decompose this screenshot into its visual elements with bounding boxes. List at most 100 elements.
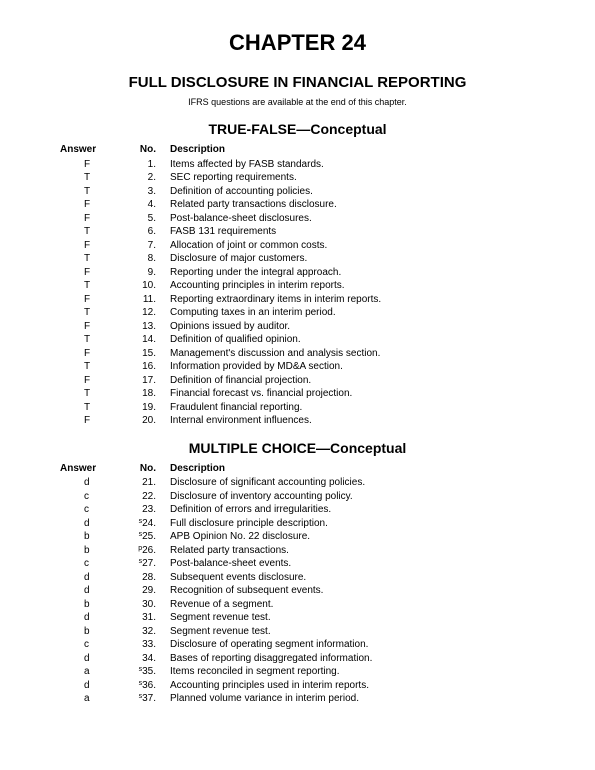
answer-cell: c: [60, 490, 120, 504]
description-cell: Disclosure of inventory accounting polic…: [170, 490, 535, 504]
description-cell: Computing taxes in an interim period.: [170, 306, 535, 320]
number-cell: s24.: [120, 517, 170, 531]
answer-cell: d: [60, 611, 120, 625]
answer-cell: T: [60, 225, 120, 239]
table-row: F20.Internal environment influences.: [60, 414, 535, 428]
description-cell: Allocation of joint or common costs.: [170, 239, 535, 253]
description-cell: Reporting extraordinary items in interim…: [170, 293, 535, 307]
description-cell: Recognition of subsequent events.: [170, 584, 535, 598]
table-row: c22.Disclosure of inventory accounting p…: [60, 490, 535, 504]
table-row: T14.Definition of qualified opinion.: [60, 333, 535, 347]
answer-cell: b: [60, 598, 120, 612]
table-row: b30.Revenue of a segment.: [60, 598, 535, 612]
number-cell: 17.: [120, 374, 170, 388]
description-cell: Revenue of a segment.: [170, 598, 535, 612]
header-no: No.: [120, 462, 170, 476]
number-cell: p26.: [120, 544, 170, 558]
number-cell: 31.: [120, 611, 170, 625]
description-cell: Opinions issued by auditor.: [170, 320, 535, 334]
number-cell: 16.: [120, 360, 170, 374]
answer-cell: d: [60, 571, 120, 585]
answer-cell: T: [60, 387, 120, 401]
description-cell: Full disclosure principle description.: [170, 517, 535, 531]
description-cell: Definition of financial projection.: [170, 374, 535, 388]
answer-cell: c: [60, 638, 120, 652]
table-row: cs27.Post-balance-sheet events.: [60, 557, 535, 571]
answer-cell: b: [60, 625, 120, 639]
number-cell: 6.: [120, 225, 170, 239]
description-cell: Management's discussion and analysis sec…: [170, 347, 535, 361]
answer-cell: a: [60, 692, 120, 706]
answer-cell: a: [60, 665, 120, 679]
table-row: F9.Reporting under the integral approach…: [60, 266, 535, 280]
table-row: d34.Bases of reporting disaggregated inf…: [60, 652, 535, 666]
table-row: T3.Definition of accounting policies.: [60, 185, 535, 199]
number-cell: 12.: [120, 306, 170, 320]
table-row: F4.Related party transactions disclosure…: [60, 198, 535, 212]
table-row: d28.Subsequent events disclosure.: [60, 571, 535, 585]
description-cell: Subsequent events disclosure.: [170, 571, 535, 585]
description-cell: Bases of reporting disaggregated informa…: [170, 652, 535, 666]
answer-cell: T: [60, 185, 120, 199]
number-cell: 3.: [120, 185, 170, 199]
number-cell: 29.: [120, 584, 170, 598]
answer-cell: F: [60, 347, 120, 361]
table-row: d29.Recognition of subsequent events.: [60, 584, 535, 598]
number-cell: s35.: [120, 665, 170, 679]
answer-cell: F: [60, 158, 120, 172]
description-cell: APB Opinion No. 22 disclosure.: [170, 530, 535, 544]
answer-cell: F: [60, 414, 120, 428]
table-row: F11.Reporting extraordinary items in int…: [60, 293, 535, 307]
description-cell: Disclosure of operating segment informat…: [170, 638, 535, 652]
table-row: F13.Opinions issued by auditor.: [60, 320, 535, 334]
description-cell: Definition of errors and irregularities.: [170, 503, 535, 517]
answer-cell: b: [60, 530, 120, 544]
number-cell: 23.: [120, 503, 170, 517]
table-row: bs25.APB Opinion No. 22 disclosure.: [60, 530, 535, 544]
answer-cell: F: [60, 320, 120, 334]
description-cell: Financial forecast vs. financial project…: [170, 387, 535, 401]
description-cell: Post-balance-sheet events.: [170, 557, 535, 571]
number-cell: s37.: [120, 692, 170, 706]
answer-cell: T: [60, 279, 120, 293]
answer-cell: F: [60, 198, 120, 212]
number-cell: 1.: [120, 158, 170, 172]
truefalse-body: F1.Items affected by FASB standards.T2.S…: [60, 158, 535, 428]
table-row: F5.Post-balance-sheet disclosures.: [60, 212, 535, 226]
number-cell: 2.: [120, 171, 170, 185]
number-cell: 13.: [120, 320, 170, 334]
description-cell: Segment revenue test.: [170, 611, 535, 625]
description-cell: SEC reporting requirements.: [170, 171, 535, 185]
description-cell: Items reconciled in segment reporting.: [170, 665, 535, 679]
number-cell: 11.: [120, 293, 170, 307]
description-cell: Post-balance-sheet disclosures.: [170, 212, 535, 226]
description-cell: Internal environment influences.: [170, 414, 535, 428]
number-cell: 21.: [120, 476, 170, 490]
answer-cell: T: [60, 333, 120, 347]
number-cell: 28.: [120, 571, 170, 585]
description-cell: Segment revenue test.: [170, 625, 535, 639]
answer-cell: F: [60, 239, 120, 253]
description-cell: Planned volume variance in interim perio…: [170, 692, 535, 706]
number-cell: 10.: [120, 279, 170, 293]
number-cell: 30.: [120, 598, 170, 612]
header-description: Description: [170, 462, 535, 476]
table-row: b32.Segment revenue test.: [60, 625, 535, 639]
answer-cell: F: [60, 374, 120, 388]
table-row: c23.Definition of errors and irregularit…: [60, 503, 535, 517]
answer-cell: c: [60, 503, 120, 517]
table-row: T12.Computing taxes in an interim period…: [60, 306, 535, 320]
description-cell: Disclosure of major customers.: [170, 252, 535, 266]
number-cell: 14.: [120, 333, 170, 347]
number-cell: 15.: [120, 347, 170, 361]
section-multiplechoice-title: MULTIPLE CHOICE—Conceptual: [60, 440, 535, 456]
number-cell: 9.: [120, 266, 170, 280]
table-row: T19.Fraudulent financial reporting.: [60, 401, 535, 415]
table-row: d21.Disclosure of significant accounting…: [60, 476, 535, 490]
answer-cell: F: [60, 266, 120, 280]
table-row: T16.Information provided by MD&A section…: [60, 360, 535, 374]
number-cell: 20.: [120, 414, 170, 428]
table-row: as37.Planned volume variance in interim …: [60, 692, 535, 706]
description-cell: Definition of qualified opinion.: [170, 333, 535, 347]
table-row: F17.Definition of financial projection.: [60, 374, 535, 388]
